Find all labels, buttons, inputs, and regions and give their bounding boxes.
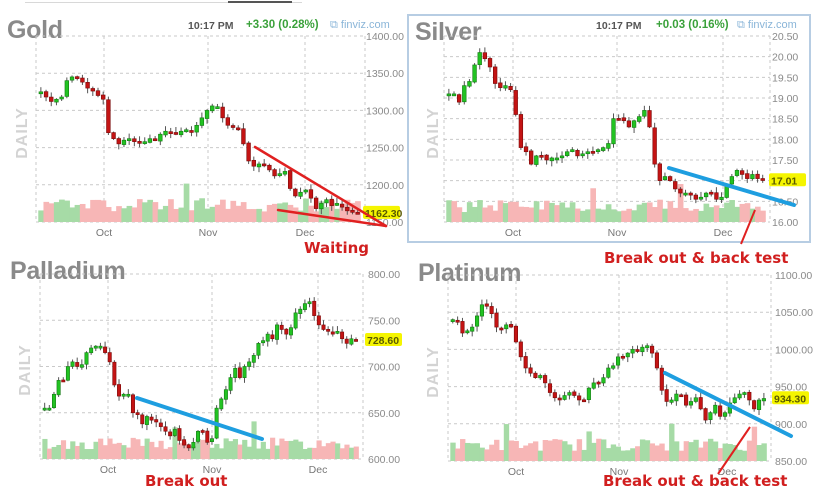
svg-text:DAILY: DAILY: [425, 107, 442, 159]
x-tick-label: Oct: [508, 466, 524, 478]
y-tick-label: 700.00: [368, 362, 400, 374]
y-tick-label: 1400.00: [366, 31, 404, 43]
y-tick-label: 1350.00: [366, 68, 404, 80]
x-tick-label: Dec: [714, 227, 733, 239]
finviz-icon: ⧉: [737, 19, 748, 31]
y-tick-label: 750.00: [368, 315, 400, 327]
last-price-badge: 728.60: [367, 335, 399, 347]
top-tab-indicator: [228, 1, 292, 3]
svg-text:DAILY: DAILY: [425, 346, 442, 398]
chart-title-platinum: Platinum: [418, 259, 522, 287]
chart-title-palladium: Palladium: [10, 257, 126, 285]
last-price-badge: 17.01: [771, 175, 797, 187]
change-label-silver: +0.03 (0.16%): [656, 19, 729, 31]
finviz-icon: ⧉: [330, 19, 341, 31]
time-label-gold: 10:17 PM: [188, 20, 234, 32]
brand-text: finviz.com: [340, 19, 390, 31]
x-tick-label: Nov: [608, 227, 627, 239]
y-tick-label: 1250.00: [366, 143, 404, 155]
y-tick-label: 20.50: [772, 31, 798, 43]
last-price-badge: 934.30: [774, 393, 806, 405]
x-tick-label: Dec: [296, 227, 315, 239]
x-tick-label: Dec: [309, 464, 328, 476]
brand-text: finviz.com: [747, 19, 797, 31]
annotation-palladium: Break out: [145, 472, 228, 490]
y-tick-label: 950.00: [775, 382, 807, 394]
chart-title-silver: Silver: [415, 18, 482, 46]
x-tick-label: Nov: [610, 466, 629, 478]
y-tick-label: 800.00: [368, 269, 400, 281]
y-tick-label: 19.50: [772, 72, 798, 84]
svg-text:DAILY: DAILY: [17, 344, 34, 396]
time-label-silver: 10:17 PM: [596, 20, 642, 32]
change-label-gold: +3.30 (0.28%): [246, 19, 319, 31]
y-tick-label: 18.00: [772, 134, 798, 146]
y-tick-label: 650.00: [368, 408, 400, 420]
brand-link-gold[interactable]: ⧉ finviz.com: [330, 19, 390, 32]
y-tick-label: 17.50: [772, 155, 798, 167]
y-tick-label: 600.00: [368, 454, 400, 466]
x-tick-label: Nov: [203, 464, 222, 476]
silver-selected-frame: [407, 14, 811, 243]
chart-title-gold: Gold: [7, 16, 63, 44]
annotation-gold: Waiting: [304, 239, 370, 257]
x-tick-label: Oct: [96, 227, 112, 239]
y-tick-label: 20.00: [772, 52, 798, 64]
y-tick-label: 18.50: [772, 114, 798, 126]
svg-text:DAILY: DAILY: [14, 107, 31, 159]
top-divider: [25, 2, 302, 3]
y-tick-label: 900.00: [775, 419, 807, 431]
x-tick-label: Oct: [100, 464, 116, 476]
y-tick-label: 1000.00: [775, 344, 813, 356]
last-price-badge: 1162.30: [365, 208, 403, 220]
annotation-platinum: Break out & back test: [603, 472, 788, 490]
x-tick-label: Oct: [505, 227, 521, 239]
brand-link-silver[interactable]: ⧉ finviz.com: [737, 19, 797, 32]
y-tick-label: 1050.00: [775, 307, 813, 319]
y-tick-label: 16.00: [772, 217, 798, 229]
y-tick-label: 1100.00: [775, 270, 812, 282]
y-tick-label: 19.00: [772, 93, 798, 105]
annotation-silver: Break out & back test: [604, 249, 789, 267]
y-tick-label: 1300.00: [366, 105, 404, 117]
y-tick-label: 1200.00: [366, 180, 404, 192]
y-tick-label: 850.00: [775, 456, 807, 468]
x-tick-label: Nov: [199, 227, 218, 239]
